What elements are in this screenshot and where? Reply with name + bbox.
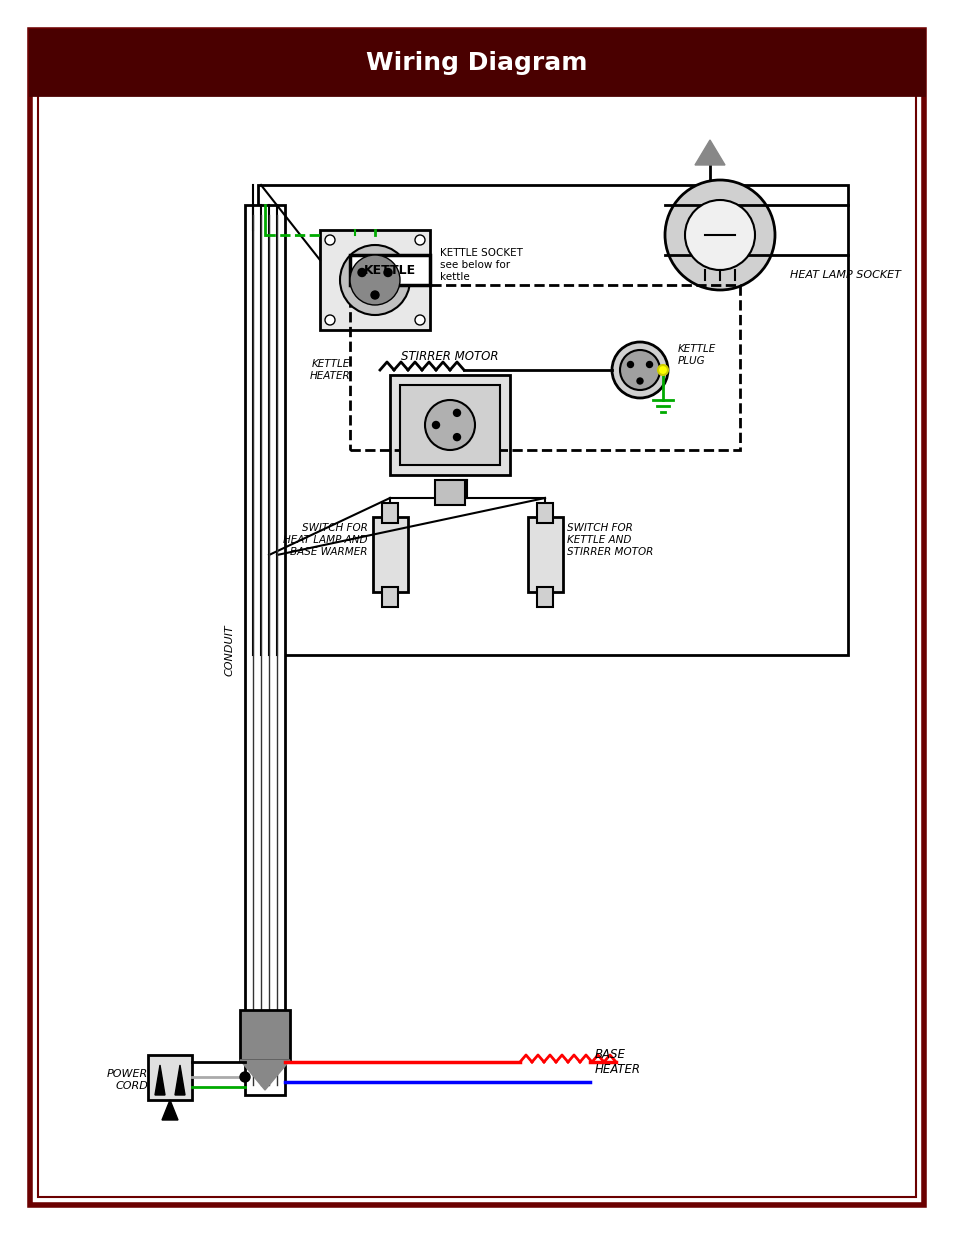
Circle shape	[432, 421, 439, 429]
Circle shape	[350, 254, 399, 305]
Bar	[537, 587, 553, 606]
Circle shape	[415, 235, 424, 245]
Bar	[319, 230, 430, 330]
Polygon shape	[695, 140, 724, 165]
Circle shape	[646, 362, 652, 368]
Circle shape	[627, 362, 633, 368]
Circle shape	[453, 433, 460, 441]
Text: SWITCH FOR
KETTLE AND
STIRRER MOTOR: SWITCH FOR KETTLE AND STIRRER MOTOR	[566, 524, 653, 557]
Circle shape	[664, 180, 774, 290]
Bar	[350, 254, 430, 285]
Bar	[537, 503, 553, 522]
Bar	[527, 517, 562, 592]
Bar	[245, 205, 285, 1095]
Circle shape	[424, 400, 475, 450]
Bar	[381, 503, 397, 522]
Bar	[381, 587, 397, 606]
Polygon shape	[162, 1100, 178, 1120]
Text: SWITCH FOR
HEAT LAMP AND
BASE WARMER: SWITCH FOR HEAT LAMP AND BASE WARMER	[283, 524, 368, 557]
Polygon shape	[240, 1060, 290, 1091]
Text: BASE
HEATER: BASE HEATER	[595, 1049, 640, 1076]
Bar	[390, 375, 510, 475]
Text: KETTLE SOCKET
see below for
kettle: KETTLE SOCKET see below for kettle	[439, 248, 522, 282]
Text: POWER
CORD: POWER CORD	[107, 1070, 148, 1091]
Bar	[148, 1055, 192, 1100]
Circle shape	[357, 268, 366, 277]
Polygon shape	[174, 1065, 185, 1095]
Polygon shape	[154, 1065, 165, 1095]
Text: KETTLE
HEATER: KETTLE HEATER	[309, 359, 350, 380]
Text: KETTLE
PLUG: KETTLE PLUG	[678, 345, 716, 366]
Bar	[435, 480, 464, 505]
Circle shape	[240, 1072, 250, 1082]
Circle shape	[612, 342, 667, 398]
Bar	[30, 30, 923, 95]
Circle shape	[637, 378, 642, 384]
Text: KETTLE: KETTLE	[363, 263, 416, 277]
Circle shape	[619, 350, 659, 390]
Circle shape	[325, 315, 335, 325]
Bar	[257, 185, 847, 655]
Circle shape	[453, 409, 460, 416]
Circle shape	[371, 291, 378, 299]
Circle shape	[658, 366, 667, 375]
Text: Wiring Diagram: Wiring Diagram	[366, 51, 587, 75]
Text: STIRRER MOTOR: STIRRER MOTOR	[401, 350, 498, 363]
Text: CONDUIT: CONDUIT	[225, 624, 234, 676]
Circle shape	[684, 200, 754, 270]
Bar	[240, 1010, 290, 1060]
Bar	[399, 385, 499, 466]
Circle shape	[384, 268, 392, 277]
Bar	[350, 285, 740, 450]
Circle shape	[415, 315, 424, 325]
Circle shape	[339, 245, 410, 315]
Bar	[373, 517, 408, 592]
Text: HEAT LAMP SOCKET: HEAT LAMP SOCKET	[789, 270, 900, 280]
Circle shape	[325, 235, 335, 245]
